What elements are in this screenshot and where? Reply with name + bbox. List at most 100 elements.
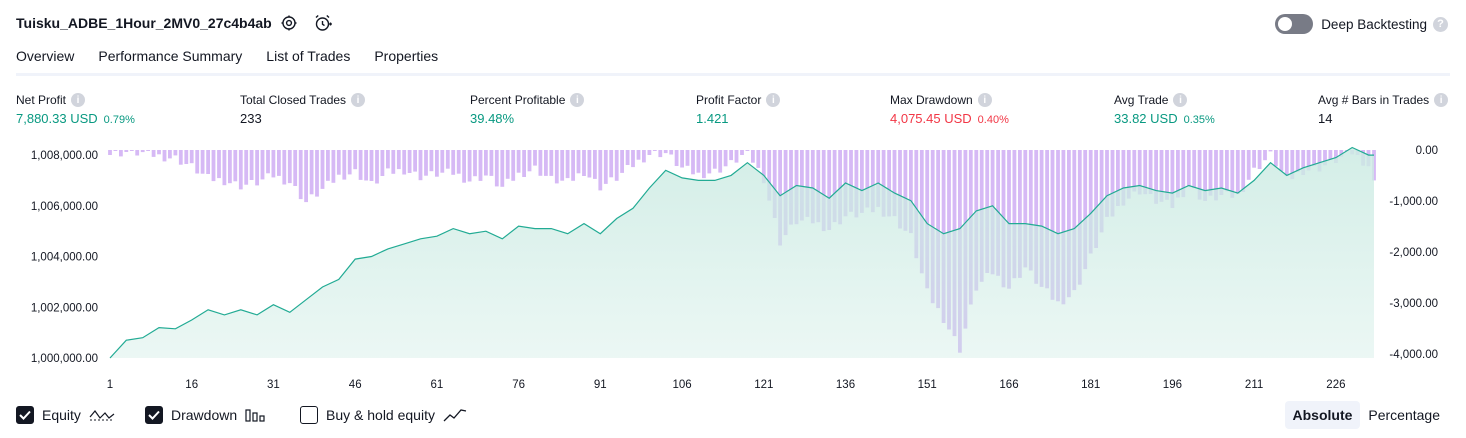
tabs-divider	[16, 73, 1450, 76]
drawdown-bar	[457, 150, 461, 174]
metric-net-profit: Net Profit i 7,880.33 USD 0.79%	[16, 93, 135, 126]
tab-list-of-trades[interactable]: List of Trades	[266, 48, 350, 76]
drawdown-checkbox[interactable]	[145, 406, 163, 424]
drawdown-bar	[729, 150, 733, 160]
info-icon[interactable]: i	[570, 93, 584, 107]
drawdown-bar	[702, 150, 706, 178]
drawdown-bar	[201, 150, 205, 174]
drawdown-bar	[239, 150, 243, 189]
x-axis-tick-label: 226	[1326, 379, 1345, 391]
x-axis: 1 16 31 46 61 76 91 106 121 136 151 166 181 196 211 226	[107, 379, 1346, 391]
drawdown-bar	[533, 150, 537, 166]
drawdown-bar	[751, 150, 755, 163]
right-axis: 0.00-1,000.00-2,000.00-3,000.00-4,000.00	[1389, 145, 1438, 361]
drawdown-bar	[146, 150, 150, 151]
legend-drawdown[interactable]: Drawdown	[145, 404, 267, 426]
drawdown-bar	[484, 150, 488, 176]
info-icon[interactable]: i	[1173, 93, 1187, 107]
toggle-knob	[1278, 17, 1292, 31]
drawdown-bar	[124, 150, 128, 152]
x-axis-tick-label: 46	[349, 379, 362, 391]
deep-backtesting-label: Deep Backtesting	[1321, 17, 1427, 32]
drawdown-bar	[669, 150, 673, 155]
x-axis-tick-label: 151	[918, 379, 937, 391]
legend-buy-hold-equity[interactable]: Buy & hold equity	[300, 404, 467, 426]
drawdown-bar	[468, 150, 472, 182]
info-icon[interactable]: i	[766, 93, 780, 107]
value-mode-switch: Absolute Percentage	[1285, 401, 1449, 429]
drawdown-bar	[500, 150, 504, 187]
equity-drawdown-chart[interactable]: 1,008,000.00 1,006,000.00 1,004,000.00 1,00…	[0, 140, 1466, 395]
drawdown-bar	[522, 150, 526, 177]
metric-value: 4,075.45 USD	[890, 111, 972, 126]
drawdown-bar	[342, 150, 346, 180]
drawdown-bar	[1132, 150, 1136, 192]
drawdown-bar	[713, 150, 717, 169]
drawdown-bar	[135, 150, 139, 156]
metric-percent-profitable: Percent Profitable i 39.48%	[470, 93, 584, 126]
metric-total-closed-trades: Total Closed Trades i 233	[240, 93, 365, 126]
drawdown-bar	[288, 150, 292, 183]
drawdown-bar	[430, 150, 434, 171]
right-axis-tick-label: -3,000.00	[1389, 298, 1438, 310]
absolute-button[interactable]: Absolute	[1285, 401, 1361, 429]
tab-overview[interactable]: Overview	[16, 48, 74, 76]
metric-value: 39.48%	[470, 111, 514, 126]
metric-value: 33.82 USD	[1114, 111, 1178, 126]
drawdown-bar	[310, 150, 314, 194]
legend-equity[interactable]: Equity	[16, 404, 115, 426]
drawdown-bar	[746, 150, 750, 151]
drawdown-bar	[266, 150, 270, 173]
drawdown-bar	[718, 150, 722, 173]
info-icon[interactable]: i	[1434, 93, 1448, 107]
x-axis-tick-label: 61	[431, 379, 444, 391]
info-icon[interactable]: i	[71, 93, 85, 107]
drawdown-bar	[130, 150, 134, 151]
drawdown-bar	[735, 150, 739, 163]
drawdown-bar	[332, 150, 336, 183]
percentage-button[interactable]: Percentage	[1360, 401, 1448, 429]
x-axis-tick-label: 166	[999, 379, 1018, 391]
drawdown-bar	[424, 150, 428, 176]
metric-percent: 0.40%	[978, 114, 1009, 126]
drawdown-bar	[293, 150, 297, 186]
right-axis-tick-label: -1,000.00	[1389, 196, 1438, 208]
drawdown-bar	[1329, 150, 1333, 159]
drawdown-bar	[615, 150, 619, 181]
metric-value: 14	[1318, 111, 1332, 126]
drawdown-bar	[653, 150, 657, 151]
drawdown-bar	[353, 150, 357, 169]
info-icon[interactable]: i	[351, 93, 365, 107]
drawdown-bar	[206, 150, 210, 174]
drawdown-bar	[174, 150, 178, 155]
drawdown-bar	[473, 150, 477, 176]
x-axis-tick-label: 16	[185, 379, 198, 391]
drawdown-bar	[195, 150, 199, 174]
drawdown-bar	[642, 150, 646, 162]
x-axis-tick-label: 91	[594, 379, 607, 391]
help-icon[interactable]: ?	[1433, 17, 1448, 32]
left-axis-tick-label: 1,000,000.00	[31, 353, 98, 365]
tab-performance-summary[interactable]: Performance Summary	[98, 48, 242, 76]
tab-properties[interactable]: Properties	[374, 48, 438, 76]
drawdown-bar	[1192, 150, 1196, 188]
info-icon[interactable]: i	[978, 93, 992, 107]
drawdown-bar	[217, 150, 221, 178]
chart-svg[interactable]: 1,008,000.00 1,006,000.00 1,004,000.00 1,00…	[0, 140, 1466, 395]
add-alert-clock-icon[interactable]	[313, 13, 333, 33]
drawdown-bar	[141, 150, 145, 152]
metric-label: Avg Trade	[1114, 93, 1168, 107]
drawdown-bar	[626, 150, 630, 165]
drawdown-bar	[1269, 150, 1273, 151]
equity-checkbox[interactable]	[16, 406, 34, 424]
x-axis-tick-label: 181	[1081, 379, 1100, 391]
drawdown-bar	[326, 150, 330, 181]
left-axis-tick-label: 1,002,000.00	[31, 302, 98, 314]
buy-hold-checkbox[interactable]	[300, 406, 318, 424]
drawdown-bar	[544, 150, 548, 176]
strategy-header: Tuisku_ADBE_1Hour_2MV0_27c4b4ab Deep Bac…	[0, 0, 1466, 48]
settings-gear-icon[interactable]	[279, 13, 299, 33]
deep-backtesting-toggle[interactable]	[1275, 14, 1313, 34]
metric-label: Max Drawdown	[890, 93, 973, 107]
drawdown-bar	[168, 150, 172, 158]
